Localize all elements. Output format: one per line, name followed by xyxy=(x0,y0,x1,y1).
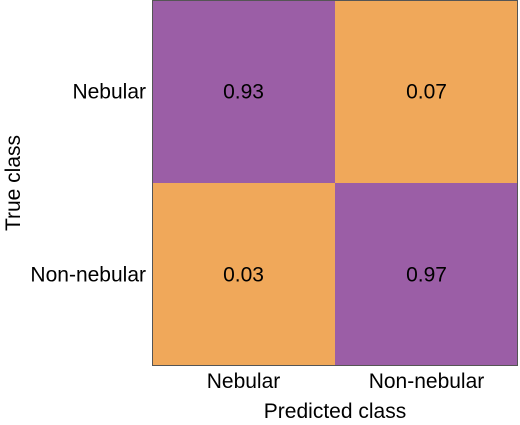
heatmap-cell xyxy=(152,183,335,366)
x-tick-label: Non-nebular xyxy=(369,370,485,393)
heatmap-cell xyxy=(335,183,518,366)
x-axis-label: Predicted class xyxy=(264,400,406,423)
heatmap-cell xyxy=(335,0,518,183)
heatmap-cells xyxy=(152,0,518,366)
y-tick-labels: Nebular Non-nebular xyxy=(30,81,146,287)
y-tick-label: Nebular xyxy=(72,81,146,104)
x-tick-label: Nebular xyxy=(207,370,281,393)
cell-value-label: 0.97 xyxy=(406,264,447,287)
cell-value-label: 0.03 xyxy=(223,264,264,287)
y-axis-label: True class xyxy=(2,135,25,231)
y-tick-label: Non-nebular xyxy=(30,264,146,287)
cell-value-label: 0.93 xyxy=(223,81,264,104)
cell-value-label: 0.07 xyxy=(406,81,447,104)
heatmap-cell xyxy=(152,0,335,183)
x-tick-labels: Nebular Non-nebular xyxy=(207,370,485,393)
cell-value-labels: 0.93 0.07 0.03 0.97 xyxy=(223,81,447,287)
plot-border xyxy=(152,0,518,366)
